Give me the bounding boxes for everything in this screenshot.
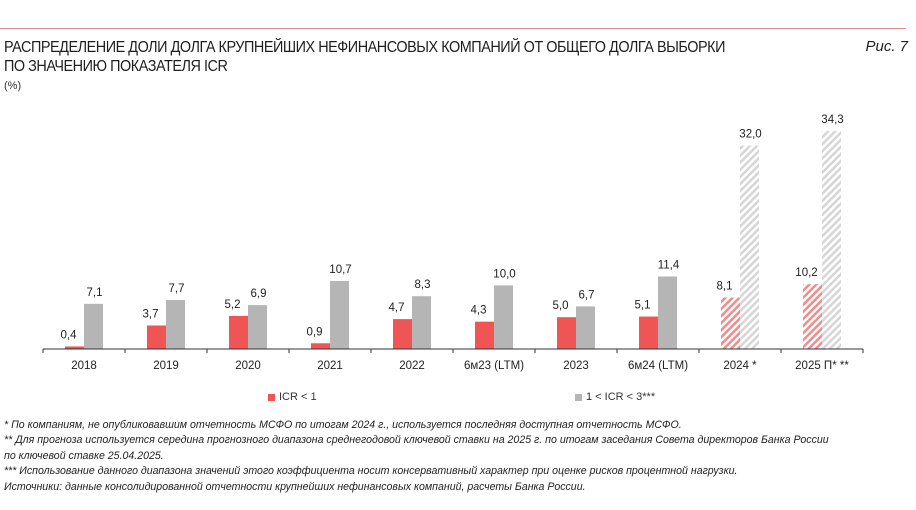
header-accent-line [0,28,906,29]
bar-icr-1-3 [658,276,677,349]
footnote: * По компаниям, не опубликовавшим отчетн… [4,419,682,431]
x-tick-label: 2020 [235,360,261,372]
data-label-icr-lt-1: 0,9 [307,326,323,338]
bar-icr-1-3 [330,280,349,349]
x-tick-label: 2025 П* ** [795,360,849,372]
bar-icr-lt-1 [475,321,494,349]
data-label-icr-1-3: 10,0 [493,268,515,280]
bar-icr-1-3 [166,300,185,349]
x-tick-label: 6м23 (LTM) [464,360,524,372]
data-label-icr-1-3: 8,3 [415,279,431,291]
data-label-icr-lt-1: 4,7 [389,302,405,314]
bar-icr-1-3 [740,145,759,349]
bar-icr-lt-1 [721,297,740,349]
data-label-icr-lt-1: 0,4 [61,329,78,341]
data-label-icr-1-3: 11,4 [658,259,680,271]
unit-label: (%) [4,80,22,92]
legend-label: ICR < 1 [279,391,317,403]
chart-title: РАСПРЕДЕЛЕНИЕ ДОЛИ ДОЛГА КРУПНЕЙШИХ НЕФИ… [4,38,748,76]
bar-chart: 0,4 7,1 3,7 7,7 5,2 6,9 0,9 10,7 4,7 8,3 4,3 10,0 5,… [42,114,864,372]
footnotes: * По компаниям, не опубликовавшим отчетн… [4,418,904,495]
chart-title-line-2: ПО ЗНАЧЕНИЮ ПОКАЗАТЕЛЯ ICR [4,58,228,75]
x-tick-label: 2018 [71,360,97,372]
data-label-icr-lt-1: 5,2 [225,299,241,311]
data-label-icr-lt-1: 10,2 [795,267,817,279]
bar-icr-1-3 [412,296,431,349]
data-label-icr-1-3: 10,7 [329,264,351,276]
data-label-icr-1-3: 7,1 [87,287,103,299]
bar-icr-lt-1 [311,343,330,349]
bar-icr-1-3 [494,285,513,349]
bar-icr-1-3 [576,306,595,349]
data-label-icr-1-3: 34,3 [821,114,843,126]
chart-title-line-1: РАСПРЕДЕЛЕНИЕ ДОЛИ ДОЛГА КРУПНЕЙШИХ НЕФИ… [4,39,725,56]
bar-icr-lt-1 [229,315,248,349]
legend-label: 1 < ICR < 3*** [586,391,656,403]
data-label-icr-lt-1: 8,1 [717,280,733,292]
legend-swatch-red [268,393,275,401]
x-tick-label: 2021 [317,360,343,372]
data-label-icr-1-3: 6,7 [579,289,595,301]
data-label-icr-1-3: 32,0 [739,128,761,140]
footnote: *** Использование данного диапазона знач… [4,465,738,478]
bar-icr-lt-1 [557,317,576,349]
data-label-icr-lt-1: 5,0 [553,300,569,312]
legend-item-icr-lt-1: ICR < 1 [268,391,317,403]
data-label-icr-1-3: 7,7 [169,283,185,295]
data-label-icr-1-3: 6,9 [251,288,267,300]
x-tick-label: 6м24 (LTM) [628,360,688,372]
bar-icr-1-3 [84,303,103,349]
bar-icr-lt-1 [147,325,166,349]
bar-icr-lt-1 [393,319,412,349]
x-tick-label: 2019 [153,360,179,372]
data-label-icr-lt-1: 3,7 [143,308,159,320]
bar-icr-lt-1 [639,316,658,349]
legend-swatch-gray [575,393,582,401]
footnote: ** Для прогноза используется середина пр… [4,434,829,447]
x-tick-label: 2024 * [723,360,757,372]
figure-label: Рис. 7 [865,38,908,55]
bar-icr-1-3 [822,130,841,349]
bar-icr-1-3 [248,305,267,349]
footnote: по ключевой ставке 25.04.2025. [4,449,164,462]
data-label-icr-lt-1: 4,3 [471,305,487,317]
x-axis: 2018 2019 2020 2021 2022 6м23 (LTM) 2023 6м24 (… [42,348,864,372]
legend-item-icr-1-3: 1 < ICR < 3*** [575,391,655,403]
bar-icr-lt-1 [65,346,84,349]
source-note: Источники: данные консолидированной отче… [4,480,586,493]
x-tick-label: 2023 [563,360,589,372]
x-tick-label: 2022 [399,360,425,372]
data-label-icr-lt-1: 5,1 [635,300,651,312]
bars-group: 0,4 7,1 3,7 7,7 5,2 6,9 0,9 10,7 4,7 8,3 4,3 10,0 5,… [61,114,844,349]
bar-icr-lt-1 [803,284,822,349]
